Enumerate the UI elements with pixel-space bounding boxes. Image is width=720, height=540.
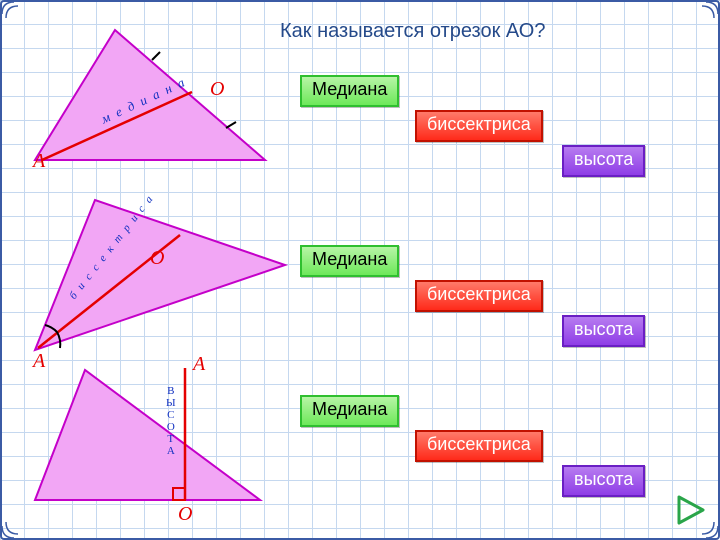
corner-tr (700, 2, 718, 20)
bisector-button-3[interactable]: биссектриса (415, 430, 543, 462)
height-button-2[interactable]: высота (562, 315, 645, 347)
median-button-2[interactable]: Медиана (300, 245, 399, 277)
bisector-button-1[interactable]: биссектриса (415, 110, 543, 142)
triangle-3 (10, 360, 270, 520)
label-A-3: А (193, 353, 205, 376)
corner-bl (2, 520, 20, 538)
triangle-2 (10, 190, 290, 360)
label-A-1: А (33, 150, 45, 173)
question-text: Как называется отрезок АО? (280, 20, 545, 43)
stage: Как называется отрезок АО? А О м е д и а… (0, 0, 720, 540)
segment-label-3: ВЫСОТА (166, 385, 176, 457)
bisector-button-2[interactable]: биссектриса (415, 280, 543, 312)
height-button-1[interactable]: высота (562, 145, 645, 177)
height-button-3[interactable]: высота (562, 465, 645, 497)
label-O-1: О (210, 78, 224, 101)
label-O-2: О (150, 247, 164, 270)
label-O-3: О (178, 503, 192, 526)
corner-tl (2, 2, 20, 20)
median-button-1[interactable]: Медиана (300, 75, 399, 107)
corner-br (700, 520, 718, 538)
median-button-3[interactable]: Медиана (300, 395, 399, 427)
